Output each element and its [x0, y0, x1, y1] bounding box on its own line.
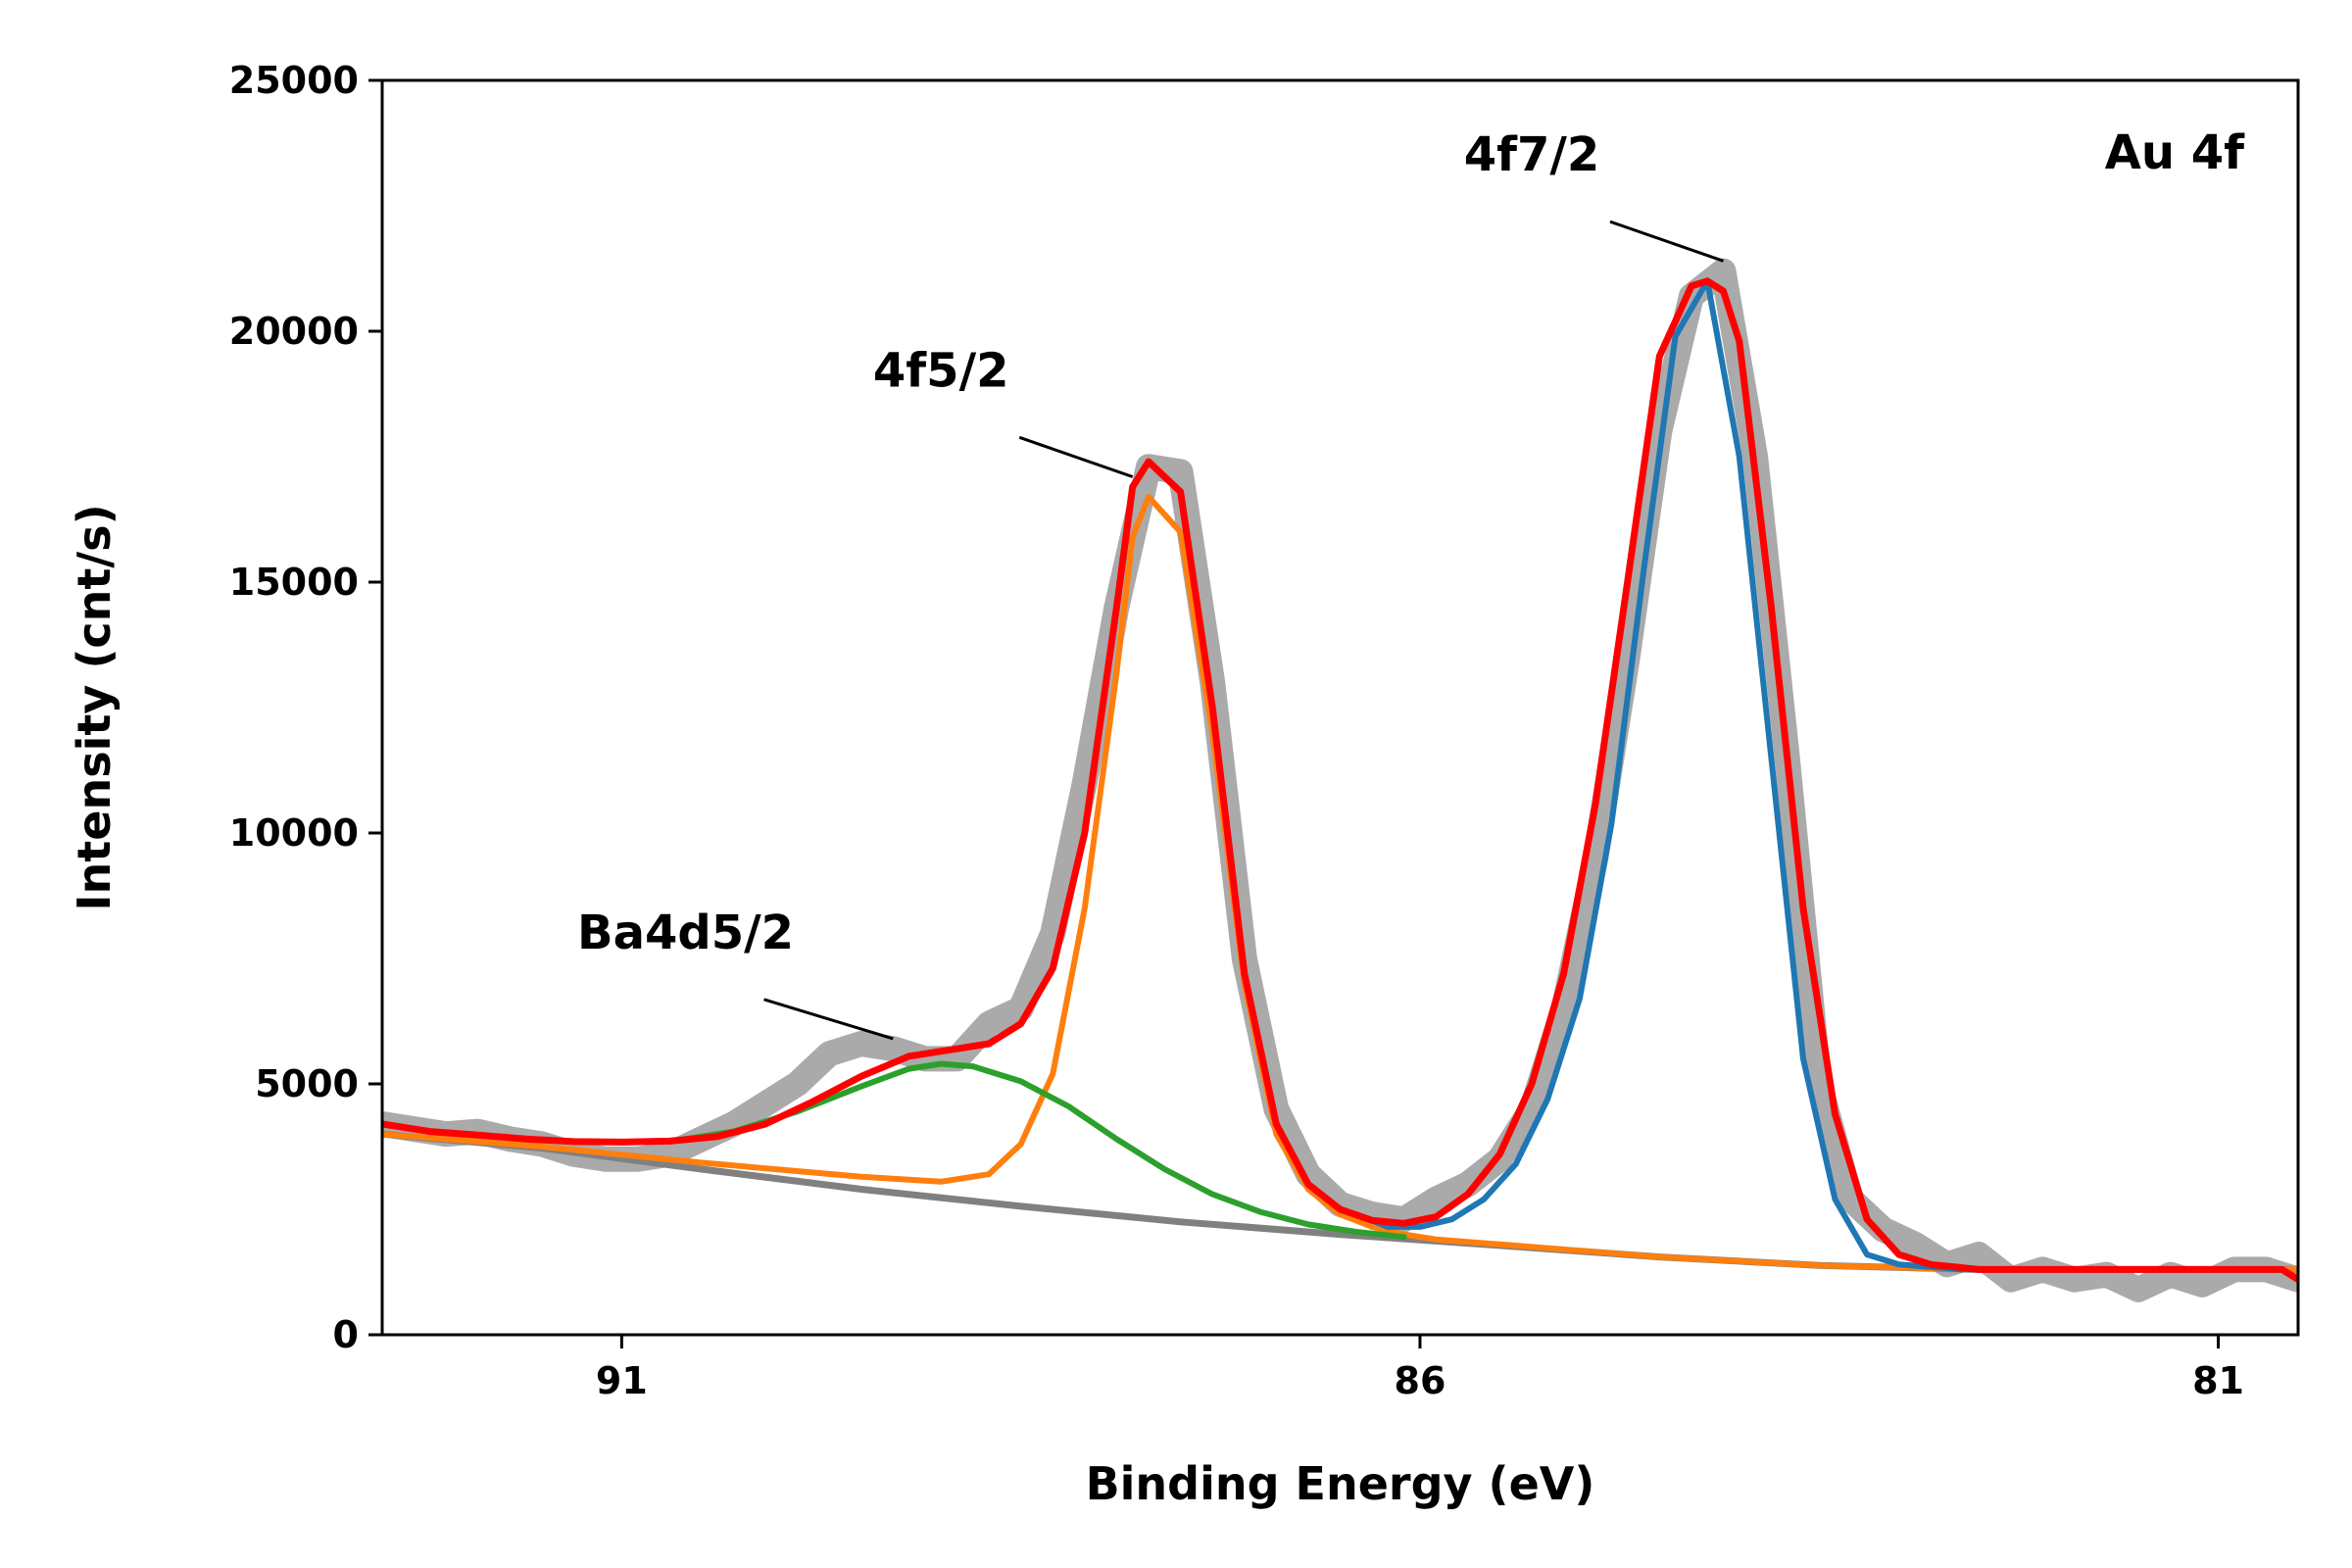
series-line-4f7-2-component — [1352, 277, 1998, 1273]
y-tick-label: 10000 — [229, 811, 359, 855]
series-line-ba4d5-2-component — [666, 1060, 1407, 1241]
panel-label: Au 4f — [2105, 125, 2245, 180]
annotation-leader-line — [763, 998, 894, 1041]
axes-layer: 91 86 81 0 5000 10000 15000 20000 25000 — [229, 59, 2244, 1402]
y-tick-label: 20000 — [229, 310, 359, 353]
y-tick-label: 15000 — [229, 561, 359, 604]
y-axis-title: Intensity (cnt/s) — [68, 504, 121, 910]
series-line-measured-data — [382, 258, 2298, 1302]
annotation-leader-line — [1018, 435, 1134, 478]
x-tick-label: 81 — [2192, 1359, 2244, 1402]
y-tick-label: 5000 — [255, 1062, 359, 1105]
x-tick-label: 86 — [1395, 1359, 1446, 1402]
y-tick-label: 0 — [333, 1313, 359, 1356]
annotation-label: 4f5/2 — [873, 343, 1009, 398]
series-line-envelope-fit — [382, 277, 2298, 1284]
x-tick-label: 91 — [596, 1359, 648, 1402]
y-tick-label: 25000 — [229, 59, 359, 102]
x-axis-title: Binding Energy (eV) — [1086, 1457, 1595, 1510]
annotation-leader-line — [1609, 220, 1724, 263]
annotation-label: 4f7/2 — [1464, 127, 1600, 182]
annotation-label: Ba4d5/2 — [577, 906, 794, 960]
series-layer — [382, 258, 2298, 1302]
plot-frame — [380, 78, 2300, 1337]
annotation-layer: 4f7/2 4f5/2 Ba4d5/2 — [577, 127, 1724, 1041]
